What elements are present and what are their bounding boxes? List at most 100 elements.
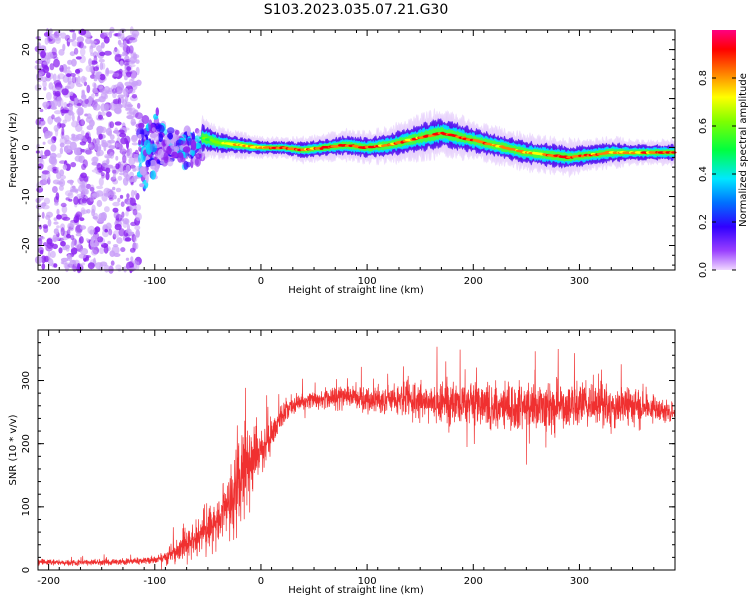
noise-blob bbox=[118, 228, 125, 237]
noise-blob bbox=[85, 132, 90, 139]
noise-blob bbox=[81, 197, 87, 204]
x-tick-label: 300 bbox=[570, 576, 589, 587]
noise-blob bbox=[93, 66, 99, 72]
noise-blob bbox=[37, 238, 43, 247]
transition-blob bbox=[185, 147, 189, 160]
noise-blob bbox=[56, 166, 60, 174]
noise-blob bbox=[80, 207, 86, 216]
noise-blob bbox=[60, 257, 69, 262]
noise-blob bbox=[44, 132, 49, 139]
noise-blob bbox=[131, 135, 139, 141]
noise-blob bbox=[104, 206, 110, 213]
noise-blob bbox=[60, 202, 67, 208]
noise-blob bbox=[52, 179, 61, 185]
noise-blob bbox=[107, 240, 111, 245]
noise-blob bbox=[76, 103, 82, 107]
noise-blob bbox=[89, 229, 94, 235]
noise-blob bbox=[93, 55, 98, 64]
transition-blob bbox=[148, 119, 153, 132]
noise-blob bbox=[115, 143, 121, 148]
noise-blob bbox=[90, 52, 95, 57]
noise-blob bbox=[67, 66, 71, 70]
noise-blob bbox=[76, 133, 84, 141]
noise-blob bbox=[125, 210, 129, 217]
y-tick-label: 200 bbox=[21, 434, 32, 453]
noise-blob bbox=[120, 247, 126, 253]
noise-blob bbox=[53, 263, 58, 268]
noise-blob bbox=[128, 260, 134, 268]
noise-blob bbox=[122, 127, 130, 131]
noise-blob bbox=[117, 94, 125, 98]
colorbar-tick-label: 0.2 bbox=[698, 214, 709, 230]
noise-blob bbox=[89, 45, 94, 54]
noise-blob bbox=[42, 141, 46, 145]
noise-blob bbox=[129, 70, 138, 79]
noise-blob bbox=[76, 36, 85, 43]
noise-blob bbox=[103, 103, 109, 112]
transition-blob bbox=[198, 148, 202, 154]
noise-blob bbox=[56, 30, 62, 36]
noise-blob bbox=[97, 167, 103, 173]
x-tick-label: 100 bbox=[358, 276, 377, 287]
noise-blob bbox=[63, 134, 70, 142]
noise-blob bbox=[101, 139, 107, 145]
noise-blob bbox=[112, 233, 117, 240]
noise-blob bbox=[49, 131, 53, 137]
spectrogram-x-ticks: -200 -100 0 100 200 300 bbox=[37, 30, 676, 287]
noise-blob bbox=[42, 61, 50, 65]
noise-blob bbox=[80, 148, 85, 153]
noise-blob bbox=[95, 150, 101, 157]
noise-blob bbox=[80, 75, 86, 84]
noise-blob bbox=[133, 153, 139, 159]
noise-blob bbox=[119, 30, 125, 40]
noise-blob bbox=[92, 51, 98, 58]
noise-blob bbox=[49, 152, 57, 159]
x-tick-label: 200 bbox=[464, 576, 483, 587]
noise-blob bbox=[82, 159, 88, 168]
noise-blob bbox=[108, 197, 114, 201]
transition-blob bbox=[138, 146, 142, 152]
noise-blob bbox=[91, 156, 99, 163]
noise-blob bbox=[84, 98, 89, 105]
noise-blob bbox=[46, 238, 53, 245]
noise-blob bbox=[135, 59, 140, 64]
noise-blob bbox=[91, 243, 95, 251]
noise-blob bbox=[89, 184, 95, 193]
noise-blob bbox=[115, 187, 122, 193]
noise-blob bbox=[58, 247, 63, 254]
noise-blob bbox=[67, 75, 72, 85]
transition-blob bbox=[157, 148, 164, 159]
noise-blob bbox=[56, 172, 62, 180]
noise-blob bbox=[134, 225, 141, 231]
noise-blob bbox=[53, 124, 59, 132]
noise-blob bbox=[73, 196, 79, 205]
noise-blob bbox=[100, 111, 107, 116]
noise-blob bbox=[67, 39, 74, 43]
transition-blob bbox=[166, 145, 172, 155]
noise-blob bbox=[98, 58, 105, 63]
transition-blob bbox=[138, 139, 142, 146]
transition-blob bbox=[174, 129, 180, 136]
noise-blob bbox=[69, 51, 76, 57]
noise-blob bbox=[123, 87, 129, 97]
noise-blob bbox=[55, 127, 59, 137]
noise-blob bbox=[40, 155, 48, 159]
snr-x-axis-label: Height of straight line (km) bbox=[288, 585, 424, 596]
noise-blob bbox=[129, 247, 136, 253]
noise-blob bbox=[117, 97, 122, 106]
noise-blob bbox=[46, 72, 51, 79]
noise-blob bbox=[135, 66, 140, 76]
noise-blob bbox=[130, 256, 134, 262]
noise-blob bbox=[60, 240, 66, 247]
noise-blob bbox=[135, 204, 142, 211]
noise-blob bbox=[66, 233, 71, 239]
y-tick-label: -10 bbox=[21, 188, 32, 204]
noise-blob bbox=[99, 247, 105, 255]
noise-blob bbox=[101, 193, 108, 202]
noise-blob bbox=[47, 250, 51, 260]
noise-blob bbox=[81, 118, 85, 126]
transition-blob bbox=[194, 135, 201, 143]
noise-blob bbox=[73, 147, 81, 156]
noise-blob bbox=[79, 141, 87, 146]
